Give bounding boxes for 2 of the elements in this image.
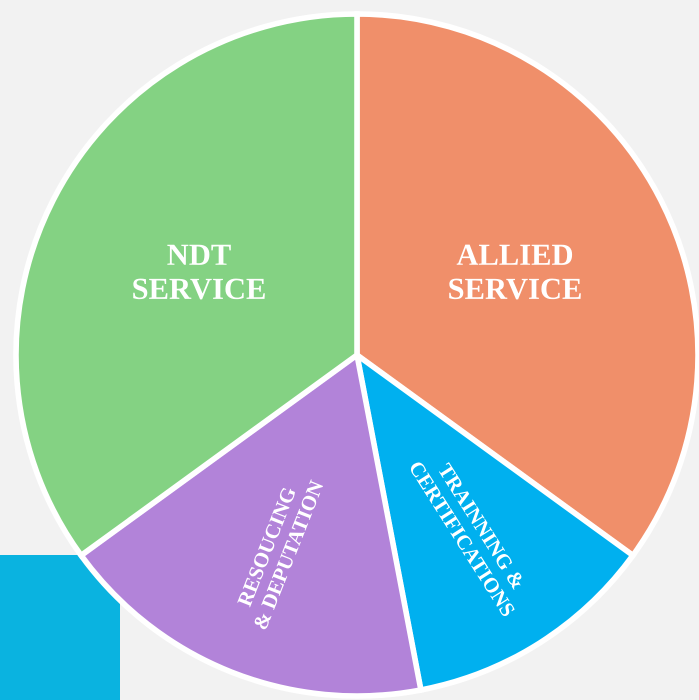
slice-label: ALLIED SERVICE xyxy=(449,244,581,300)
slice-label: NDT SERVICE xyxy=(133,244,265,300)
